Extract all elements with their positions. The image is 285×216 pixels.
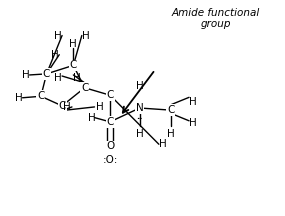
Text: C: C bbox=[70, 60, 77, 70]
Text: H: H bbox=[96, 102, 104, 112]
Text: H: H bbox=[73, 73, 81, 83]
Text: :O:: :O: bbox=[102, 155, 118, 165]
Text: ..: .. bbox=[137, 112, 143, 121]
Text: C: C bbox=[58, 101, 66, 111]
Text: C: C bbox=[43, 69, 50, 79]
Text: O: O bbox=[106, 141, 114, 151]
Text: H: H bbox=[88, 113, 96, 123]
Text: H: H bbox=[63, 102, 70, 112]
Text: H: H bbox=[167, 129, 175, 139]
Text: C: C bbox=[37, 91, 44, 101]
Text: H: H bbox=[136, 129, 144, 139]
Text: H: H bbox=[189, 97, 197, 107]
Text: H: H bbox=[15, 93, 23, 103]
Text: C: C bbox=[106, 90, 114, 100]
Text: H: H bbox=[136, 81, 144, 91]
Text: H: H bbox=[54, 30, 62, 41]
Text: H: H bbox=[52, 50, 59, 60]
Text: Amide functional
group: Amide functional group bbox=[172, 8, 260, 29]
Text: H: H bbox=[82, 30, 89, 41]
Text: H: H bbox=[189, 118, 197, 128]
Text: C: C bbox=[106, 117, 114, 127]
Text: H: H bbox=[159, 139, 167, 149]
Text: H: H bbox=[22, 70, 30, 80]
Text: C: C bbox=[81, 83, 88, 93]
Text: C: C bbox=[167, 105, 174, 115]
Text: H: H bbox=[70, 39, 77, 49]
Text: H: H bbox=[54, 73, 62, 83]
Text: N: N bbox=[136, 103, 144, 113]
